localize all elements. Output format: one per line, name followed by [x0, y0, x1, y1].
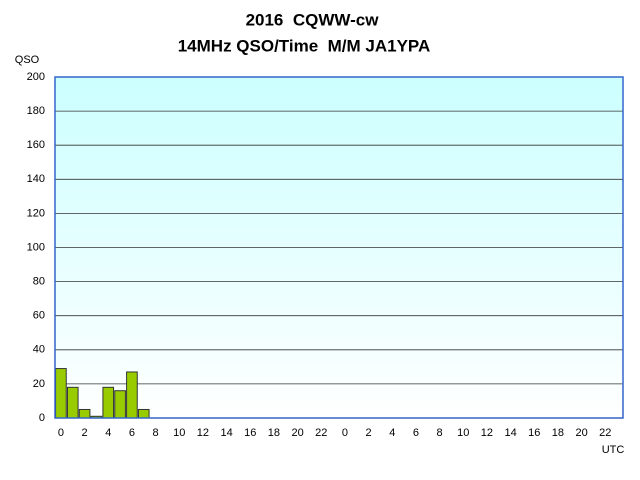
y-tick-label: 160 — [27, 139, 45, 151]
y-tick-label: 120 — [27, 207, 45, 219]
x-tick-label: 4 — [389, 427, 395, 439]
x-tick-label: 6 — [413, 427, 419, 439]
x-tick-label: 14 — [220, 427, 232, 439]
y-tick-label: 200 — [27, 71, 45, 83]
y-tick-label: 180 — [27, 105, 45, 117]
x-tick-label: 16 — [244, 427, 256, 439]
bar — [137, 408, 150, 419]
bar — [78, 408, 91, 419]
bar — [102, 386, 115, 419]
x-tick-label: 0 — [342, 427, 348, 439]
x-tick-label: 12 — [197, 427, 209, 439]
x-tick-label: 10 — [457, 427, 469, 439]
y-tick-label: 80 — [33, 276, 45, 288]
x-tick-label: 12 — [481, 427, 493, 439]
chart-subtitle: 14MHz QSO/Time M/M JA1YPA — [178, 36, 431, 55]
x-tick-label: 10 — [173, 427, 185, 439]
x-tick-label: 4 — [105, 427, 111, 439]
bar — [114, 390, 126, 419]
bar — [66, 386, 79, 419]
x-axis-label: UTC — [602, 444, 625, 456]
x-tick-label: 18 — [552, 427, 564, 439]
x-tick-label: 20 — [291, 427, 303, 439]
y-tick-label: 40 — [33, 344, 45, 356]
x-tick-label: 14 — [504, 427, 516, 439]
y-tick-label: 20 — [33, 378, 45, 390]
bar — [126, 371, 138, 419]
y-tick-label: 100 — [27, 241, 45, 253]
x-tick-label: 22 — [315, 427, 327, 439]
x-tick-label: 16 — [528, 427, 540, 439]
x-tick-label: 2 — [82, 427, 88, 439]
x-tick-label: 8 — [153, 427, 159, 439]
x-tick-label: 20 — [575, 427, 587, 439]
plot-border — [54, 76, 624, 419]
x-tick-label: 18 — [268, 427, 280, 439]
x-tick-label: 6 — [129, 427, 135, 439]
bar — [55, 368, 67, 419]
y-tick-label: 60 — [33, 310, 45, 322]
y-axis-label: QSO — [15, 54, 40, 66]
x-tick-label: 8 — [437, 427, 443, 439]
chart-title: 2016 CQWW-cw — [246, 10, 380, 29]
x-tick-label: 22 — [599, 427, 611, 439]
y-tick-label: 140 — [27, 173, 45, 185]
x-tick-label: 0 — [58, 427, 64, 439]
x-tick-label: 2 — [366, 427, 372, 439]
y-tick-label: 0 — [39, 412, 45, 424]
